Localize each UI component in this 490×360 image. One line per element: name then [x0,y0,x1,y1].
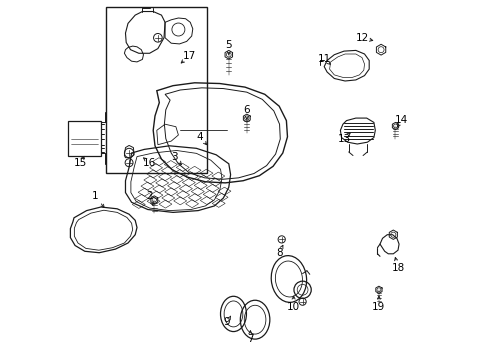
Text: 7: 7 [247,334,254,344]
Text: 17: 17 [183,51,196,61]
Text: 11: 11 [318,54,331,64]
Text: 4: 4 [196,132,203,142]
Text: 19: 19 [372,302,386,312]
Bar [106,7,207,173]
Text: 2: 2 [147,191,153,201]
Text: 15: 15 [74,158,87,168]
Text: 12: 12 [355,33,368,43]
Text: 6: 6 [244,105,250,115]
Text: 10: 10 [287,302,300,312]
Text: 16: 16 [143,158,156,168]
Text: 13: 13 [338,134,351,144]
Text: 5: 5 [225,40,232,50]
Text: 9: 9 [224,317,230,327]
Bar [68,121,101,156]
Text: 1: 1 [92,191,99,201]
Text: 18: 18 [392,263,405,273]
Text: 14: 14 [395,114,408,125]
Text: 3: 3 [172,152,178,162]
Text: 8: 8 [276,248,283,258]
